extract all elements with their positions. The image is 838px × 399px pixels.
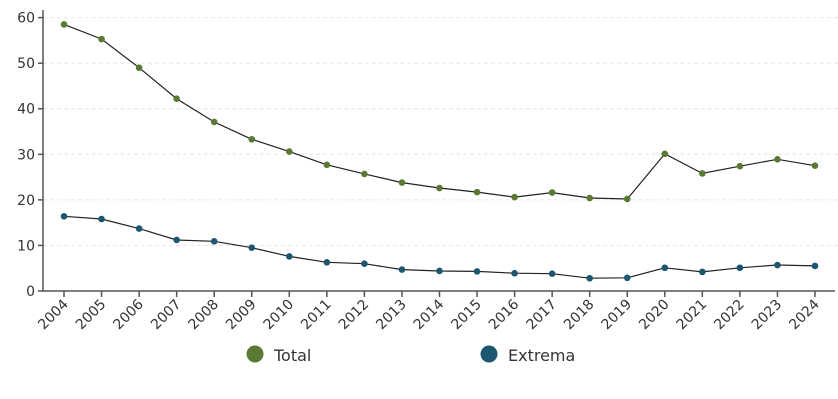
- data-point-extrema: [398, 266, 406, 273]
- data-point-total: [60, 21, 68, 28]
- data-point-extrema: [60, 212, 68, 220]
- x-tick-label: 2014: [411, 296, 448, 333]
- data-point-extrema: [774, 261, 781, 269]
- data-point-extrema: [736, 264, 744, 272]
- data-point-extrema: [699, 268, 706, 276]
- x-tick-label: 2009: [223, 297, 260, 334]
- legend: Total Extrema: [246, 345, 575, 365]
- data-point-total: [210, 118, 218, 126]
- data-point-total: [286, 148, 293, 155]
- gridlines: [43, 17, 838, 246]
- data-point-total: [248, 135, 256, 143]
- x-tick-label: 2007: [148, 297, 185, 334]
- data-point-total: [173, 95, 180, 103]
- x-tick-label: 2021: [674, 297, 711, 334]
- data-point-total: [661, 150, 669, 158]
- y-tick-label: 20: [17, 193, 35, 209]
- y-tick-label: 0: [26, 284, 35, 300]
- data-point-extrema: [623, 274, 631, 282]
- x-tick-label: 2017: [523, 297, 560, 334]
- data-point-total: [436, 184, 443, 192]
- legend-label-total: Total: [273, 346, 311, 365]
- legend-marker-total: [246, 345, 264, 363]
- data-point-extrema: [361, 260, 368, 267]
- x-tick-label: 2024: [786, 296, 823, 333]
- data-point-total: [586, 194, 593, 202]
- data-point-total: [135, 64, 143, 72]
- data-point-extrema: [811, 262, 819, 270]
- legend-marker-extrema: [480, 345, 498, 363]
- x-tick-label: 2013: [373, 297, 410, 334]
- y-tick-label: 60: [17, 11, 35, 27]
- data-point-extrema: [473, 268, 481, 275]
- data-point-total: [361, 170, 368, 178]
- data-point-extrema: [248, 244, 256, 252]
- data-point-extrema: [286, 253, 293, 260]
- y-tick-label: 10: [17, 238, 35, 254]
- data-point-extrema: [210, 238, 218, 245]
- y-tick-label: 50: [17, 56, 35, 72]
- x-tick-label: 2020: [636, 297, 673, 334]
- data-point-total: [473, 188, 481, 196]
- x-tick-label: 2005: [73, 297, 110, 334]
- y-tick-label: 30: [17, 147, 35, 163]
- data-point-total: [98, 35, 105, 43]
- data-point-extrema: [436, 267, 443, 275]
- data-point-total: [623, 195, 631, 203]
- data-point-extrema: [173, 236, 180, 244]
- data-point-total: [699, 170, 706, 177]
- data-point-extrema: [323, 258, 331, 266]
- data-point-total: [811, 162, 819, 169]
- x-tick-label: 2023: [749, 297, 786, 334]
- data-point-extrema: [98, 215, 105, 223]
- data-point-total: [398, 179, 406, 186]
- data-point-extrema: [661, 264, 669, 272]
- data-point-total: [323, 161, 331, 169]
- series: [60, 21, 819, 282]
- x-tick-label: 2012: [336, 297, 373, 334]
- data-point-total: [548, 189, 556, 196]
- data-point-total: [736, 162, 744, 170]
- x-tick-label: 2019: [599, 297, 636, 334]
- x-tick-label: 2016: [486, 296, 523, 333]
- data-point-extrema: [586, 274, 593, 282]
- x-tick-label: 2022: [711, 297, 748, 334]
- data-point-extrema: [511, 269, 518, 277]
- x-tick-label: 2006: [110, 296, 147, 333]
- x-tick-label: 2011: [298, 297, 335, 334]
- x-tick-label: 2010: [261, 297, 298, 334]
- data-point-extrema: [135, 225, 143, 232]
- x-tick-label: 2015: [448, 297, 485, 334]
- y-tick-label: 40: [17, 102, 35, 118]
- data-point-extrema: [548, 270, 556, 277]
- x-tick-label: 2004: [35, 296, 72, 333]
- x-tick-label: 2008: [186, 297, 223, 334]
- legend-label-extrema: Extrema: [508, 346, 575, 365]
- x-tick-label: 2018: [561, 297, 598, 334]
- data-point-total: [774, 156, 781, 163]
- data-point-total: [511, 193, 518, 201]
